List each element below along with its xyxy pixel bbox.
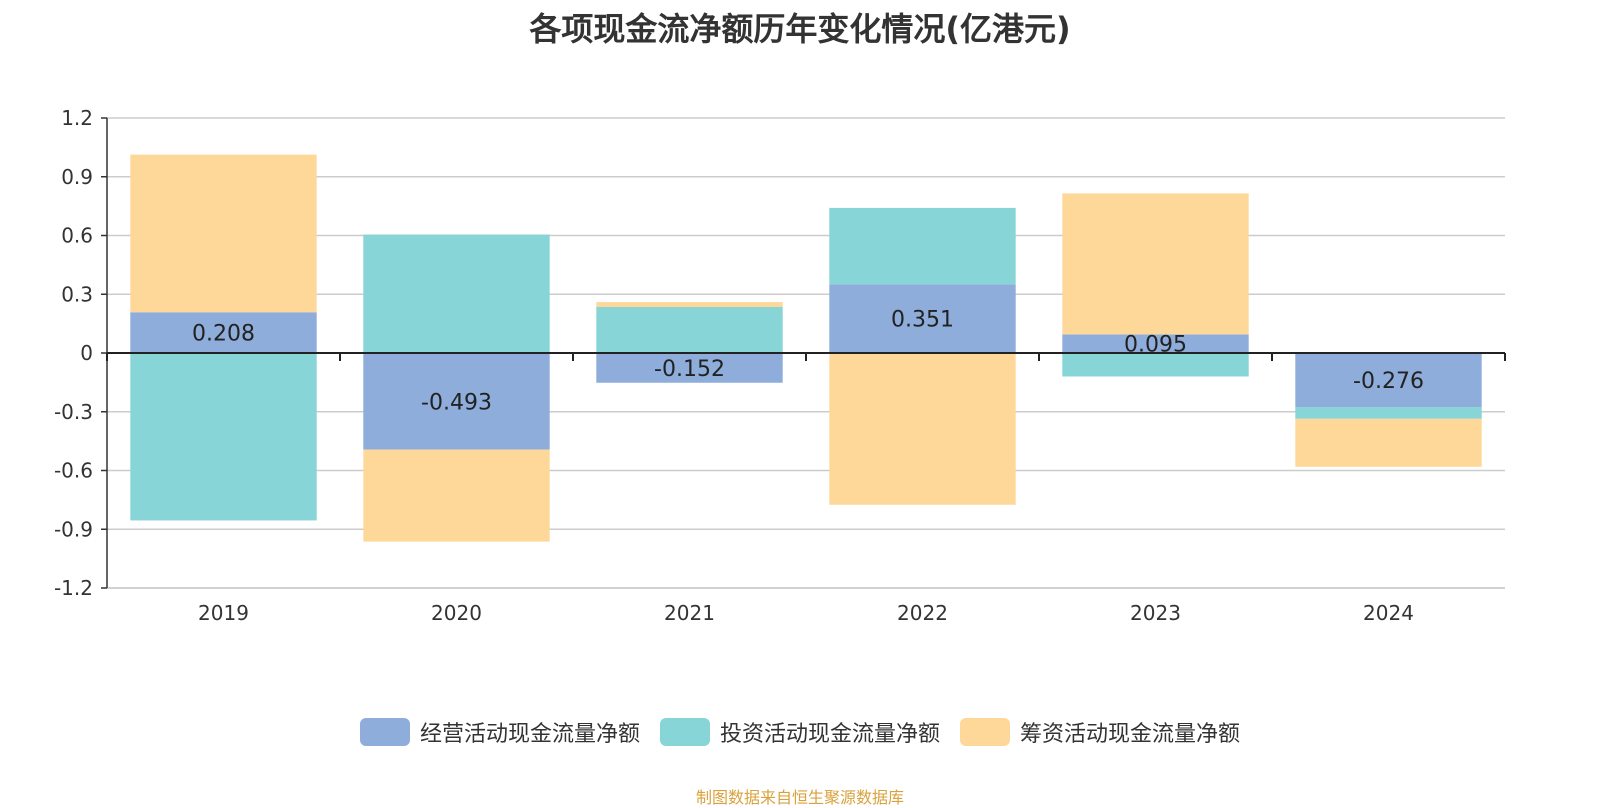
legend-swatch-investing <box>659 718 710 746</box>
data-labels: 0.208 -0.493 -0.152 0.351 0.095 -0.276 <box>192 308 1424 416</box>
x-tick-label: 2024 <box>1363 601 1414 625</box>
bar-segment <box>1295 418 1482 467</box>
grid-lines <box>107 117 1505 589</box>
bar-segment <box>1295 407 1482 419</box>
data-label: -0.152 <box>654 357 725 382</box>
data-label: 0.208 <box>192 322 255 347</box>
x-tick-label: 2020 <box>431 601 482 625</box>
legend-item-investing[interactable]: 投资活动现金流量净额 <box>659 716 940 748</box>
bar-segment <box>829 284 1016 353</box>
bar-segment <box>130 312 317 353</box>
data-label: 0.351 <box>891 308 954 333</box>
x-tick-label: 2019 <box>198 601 249 625</box>
bar-segment <box>1295 353 1482 408</box>
bar-segment <box>1062 334 1249 353</box>
bar-segment <box>363 449 550 542</box>
bar-segment <box>1062 193 1249 335</box>
y-tick-label: 0.6 <box>61 224 93 248</box>
legend-label-financing: 筹资活动现金流量净额 <box>1020 722 1241 747</box>
x-tick-label: 2021 <box>664 601 715 625</box>
bar-segment <box>596 353 783 383</box>
bar-segment <box>829 207 1016 285</box>
legend-swatch-financing <box>960 718 1010 746</box>
x-tick-label: 2023 <box>1130 601 1181 625</box>
bar-segment <box>363 353 550 450</box>
bar-segment <box>596 302 783 307</box>
data-label: -0.276 <box>1353 369 1424 394</box>
bar-segment <box>363 234 550 353</box>
y-tick-label: 0 <box>80 341 93 365</box>
x-tick-label: 2022 <box>897 601 948 625</box>
y-tick-label: -1.2 <box>54 576 93 600</box>
axes: 1.2 0.9 0.6 0.3 0 -0.3 -0.6 -0.9 -1.2 2019 2020 202… <box>54 106 1506 625</box>
y-tick-label: 1.2 <box>61 106 93 130</box>
data-label: 0.095 <box>1124 333 1187 358</box>
legend-label-investing: 投资活动现金流量净额 <box>719 722 940 747</box>
bar-segment <box>130 353 317 521</box>
y-tick-label: -0.3 <box>54 400 93 424</box>
legend-item-financing[interactable]: 筹资活动现金流量净额 <box>960 716 1240 748</box>
y-tick-label: -0.6 <box>54 459 93 483</box>
bar-segment <box>829 353 1016 505</box>
y-tick-label: 0.9 <box>61 165 93 189</box>
chart-title: 各项现金流净额历年变化情况(亿港元) <box>529 10 1071 48</box>
y-tick-label: 0.3 <box>61 282 93 306</box>
bar-segment <box>130 154 317 313</box>
legend-label-operating: 经营活动现金流量净额 <box>419 722 640 747</box>
bars <box>130 154 1482 542</box>
source-note: 制图数据来自恒生聚源数据库 <box>695 788 904 807</box>
bar-segment <box>1062 353 1249 377</box>
data-label: -0.493 <box>421 390 492 415</box>
legend: 经营活动现金流量净额 投资活动现金流量净额 筹资活动现金流量净额 <box>0 716 1600 748</box>
chart-plot: 1.2 0.9 0.6 0.3 0 -0.3 -0.6 -0.9 -1.2 2019 2020 202… <box>54 106 1506 625</box>
y-tick-label: -0.9 <box>54 517 93 541</box>
legend-item-operating[interactable]: 经营活动现金流量净额 <box>359 716 640 748</box>
legend-swatch-operating <box>359 718 410 746</box>
bar-segment <box>596 306 783 353</box>
